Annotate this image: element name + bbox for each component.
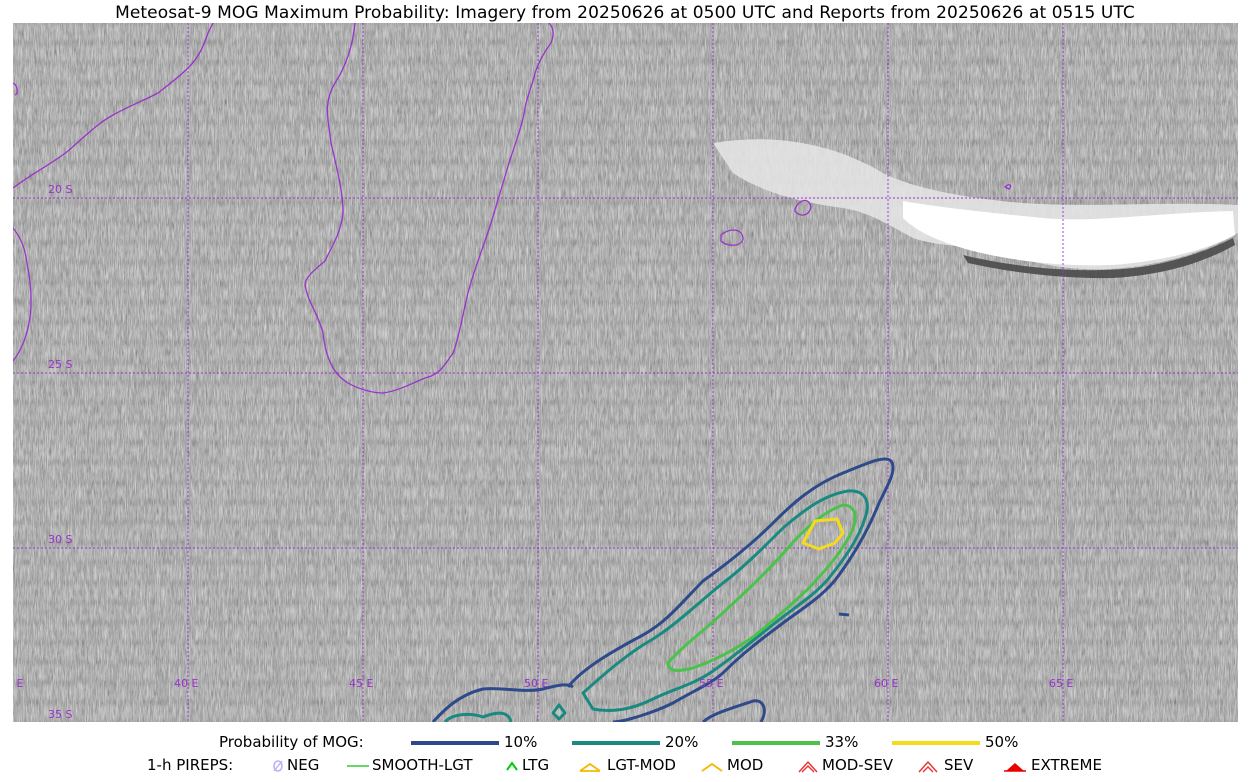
contour-10pct [566,457,895,722]
contour-10pct-dot [838,612,850,617]
legend-label-20pct: 20% [665,733,699,751]
contour-50pct [801,517,845,551]
mauritius-coast [794,199,812,216]
sev-icon [918,760,938,773]
lon-label-35e: 35 E [13,677,24,690]
legend-swatch-10pct [411,741,499,745]
mod-sev-icon [798,760,818,773]
pirep-legend-title: 1-h PIREPS: [147,756,234,774]
legend-swatch-33pct [732,741,820,745]
contour-10pct-south [431,683,574,722]
lon-label-60e: 60 E [874,677,899,690]
legend-label-sev: SEV [944,756,974,774]
imagery-streaks [13,23,1238,722]
comoros-coast [13,82,18,96]
graticule [13,23,1238,722]
legend-label-lgt-mod: LGT-MOD [607,756,676,774]
legend-label-neg: NEG [287,756,320,774]
lon-label-40e: 40 E [174,677,199,690]
pirep-legend: 1-h PIREPS: NEG SMOOTH-LGT LTG LGT-MOD M… [0,756,1250,776]
lon-label-45e: 45 E [349,677,374,690]
coastlines [13,23,1012,394]
lat-label-35s: 35 S [48,708,73,721]
lat-label-20s: 20 S [48,183,73,196]
contour-20pct-south [443,711,513,722]
lat-label-25s: 25 S [48,358,73,371]
legend-swatch-50pct [892,741,980,745]
legend-swatch-20pct [572,741,660,745]
legend-label-mod: MOD [727,756,764,774]
neg-icon [273,760,283,772]
mog-contours [431,457,895,722]
lon-label-50e: 50 E [524,677,549,690]
mod-icon [701,762,723,772]
legend-label-33pct: 33% [825,733,859,751]
rodrigues-coast [1003,184,1012,190]
reunion-coast [720,229,744,246]
map-canvas [13,23,1238,722]
lat-label-30s: 30 S [48,533,73,546]
legend-label-10pct: 10% [504,733,538,751]
legend-label-smooth-lgt: SMOOTH-LGT [372,756,473,774]
contour-20pct [581,489,869,713]
satellite-map: 20 S 25 S 30 S 35 S 35 E 40 E 45 E 50 E … [13,23,1238,722]
contour-10pct-sw [701,699,766,722]
legend-label-extreme: EXTREME [1031,756,1102,774]
contour-20pct-diamond [551,703,567,721]
smooth-lgt-icon [347,765,369,767]
ltg-icon [506,761,518,771]
probability-legend: Probability of MOG: 10% 20% 33% 50% [0,733,1250,753]
map-title: Meteosat-9 MOG Maximum Probability: Imag… [115,3,1135,23]
lon-label-65e: 65 E [1049,677,1074,690]
lgt-mod-icon [579,762,601,772]
legend-label-ltg: LTG [522,756,550,774]
legend-label-50pct: 50% [985,733,1019,751]
africa-coast [13,23,214,189]
legend-label-mod-sev: MOD-SEV [822,756,893,774]
contour-33pct [666,503,857,672]
cloud-band [713,139,1238,279]
lon-label-55e: 55 E [699,677,724,690]
probability-legend-title: Probability of MOG: [219,733,364,751]
madagascar-coast [304,23,554,394]
extreme-icon [1004,763,1026,772]
africa-coast-south [13,227,32,362]
